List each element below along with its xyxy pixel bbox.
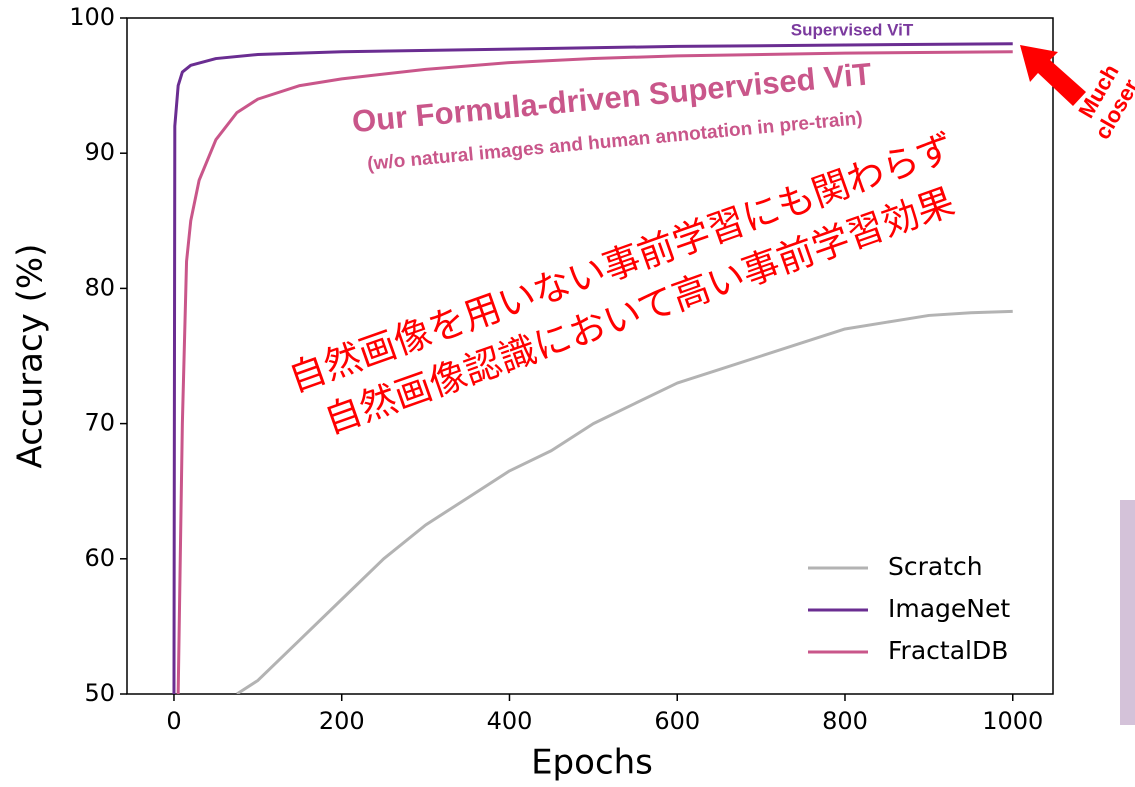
arrow — [1020, 45, 1086, 106]
x-tick-label: 1000 — [982, 707, 1043, 735]
y-tick-label: 50 — [84, 679, 115, 707]
legend-label: FractalDB — [888, 636, 1008, 665]
x-axis-label: Epochs — [531, 743, 653, 783]
y-tick-label: 80 — [84, 273, 115, 301]
y-tick-label: 90 — [84, 138, 115, 166]
x-tick-label: 400 — [487, 707, 533, 735]
x-tick-label: 0 — [166, 707, 181, 735]
plot-frame — [126, 17, 1054, 695]
line — [176, 50, 1013, 694]
legend-label: Scratch — [888, 552, 983, 581]
y-tick-label: 70 — [84, 409, 115, 437]
y-tick-label: 100 — [69, 3, 115, 31]
line — [172, 42, 1013, 694]
x-tick-label: 800 — [822, 707, 868, 735]
legend-label: ImageNet — [888, 594, 1010, 623]
y-tick-label: 60 — [84, 544, 115, 572]
annotation: Supervised ViT — [791, 20, 914, 39]
y-axis-label: Accuracy (%) — [11, 244, 51, 469]
x-tick-label: 200 — [319, 707, 365, 735]
image-strip — [1120, 500, 1135, 725]
line — [236, 309, 1013, 694]
x-tick-label: 600 — [654, 707, 700, 735]
